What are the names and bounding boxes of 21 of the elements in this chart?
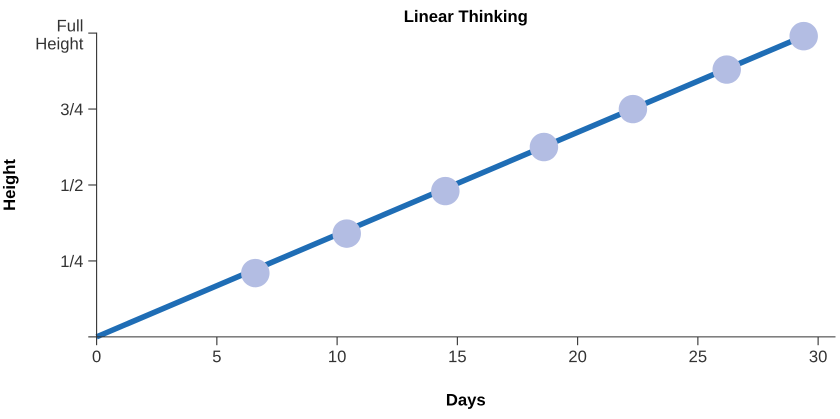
y-axis-title: Height [2,159,19,210]
x-tick-label: 30 [809,350,827,362]
x-tick-label: 10 [329,350,346,362]
x-axis-title: Days [446,394,486,409]
point [618,94,648,124]
x-tick-label: 15 [449,350,466,362]
point [789,22,818,50]
y-tick-label: Full Height [36,19,84,53]
x-tick-label: 25 [689,350,706,362]
y-tick-label: 3/4 [60,103,83,116]
point [431,176,460,206]
x-tick-label: 5 [212,350,221,362]
point [530,132,558,162]
point [241,258,270,288]
y-tick-label: 1/2 [62,178,83,192]
point [332,219,361,248]
point [712,55,741,84]
x-tick-label: 0 [92,350,101,362]
chart-title: Linear Thinking [404,10,527,26]
x-tick-label: 20 [569,350,586,362]
y-tick-label: 1/4 [62,254,83,268]
